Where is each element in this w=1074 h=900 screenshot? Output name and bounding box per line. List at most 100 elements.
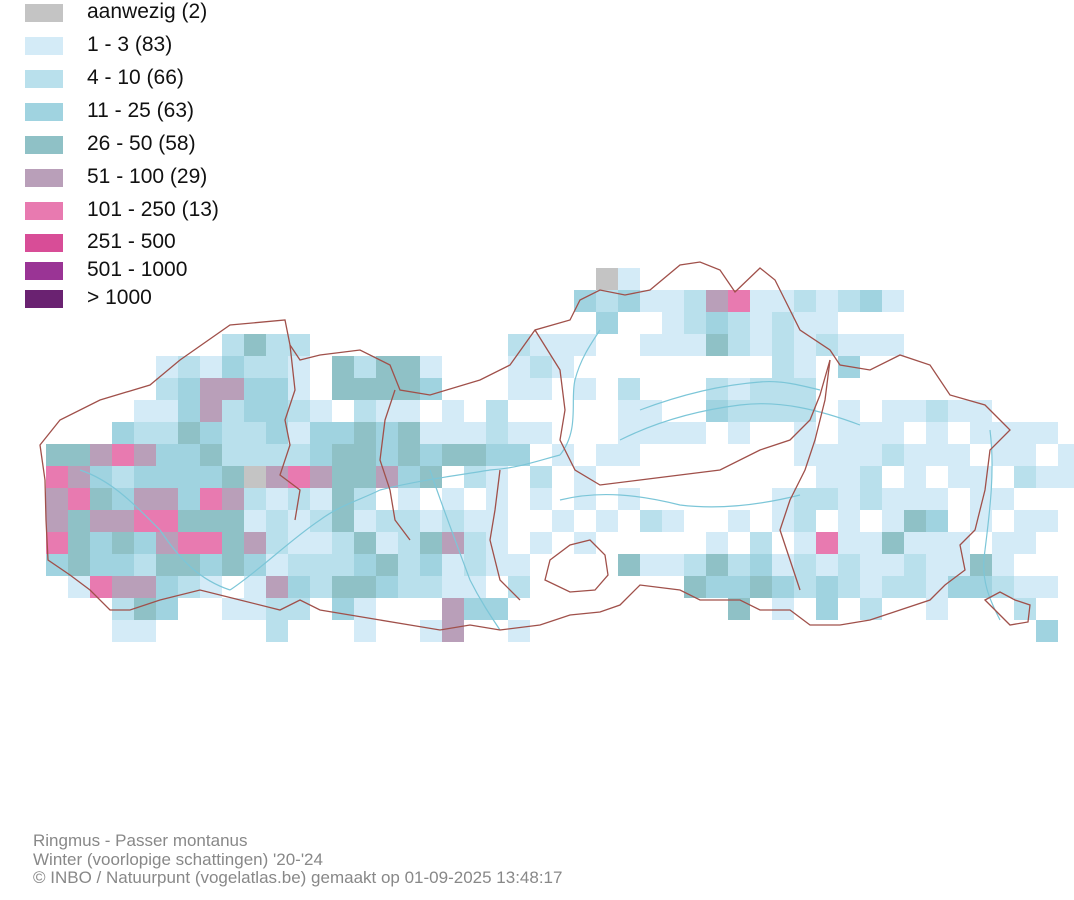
grid-cell	[134, 554, 156, 576]
grid-cell	[970, 466, 992, 488]
grid-cell	[860, 576, 882, 598]
grid-cell	[332, 532, 354, 554]
grid-cell	[486, 444, 508, 466]
grid-cell	[816, 488, 838, 510]
grid-cell	[332, 444, 354, 466]
grid-cell	[442, 488, 464, 510]
grid-cell	[398, 488, 420, 510]
grid-cell	[376, 400, 398, 422]
grid-cell	[508, 554, 530, 576]
grid-cell	[354, 356, 376, 378]
grid-cell	[46, 444, 68, 466]
grid-cell	[156, 576, 178, 598]
grid-cell	[244, 598, 266, 620]
grid-cell	[244, 554, 266, 576]
grid-cell	[178, 576, 200, 598]
grid-cell	[640, 334, 662, 356]
grid-cell	[772, 334, 794, 356]
grid-cell	[882, 334, 904, 356]
grid-cell	[948, 576, 970, 598]
legend-label: 26 - 50 (58)	[87, 132, 196, 155]
grid-cell	[266, 576, 288, 598]
grid-cell	[332, 598, 354, 620]
grid-cell	[882, 444, 904, 466]
grid-cell	[816, 598, 838, 620]
province-border-5	[779, 359, 831, 591]
grid-cell	[266, 444, 288, 466]
grid-cell	[904, 532, 926, 554]
grid-cell	[398, 422, 420, 444]
grid-cell	[970, 576, 992, 598]
grid-cell	[332, 510, 354, 532]
grid-cell	[794, 400, 816, 422]
grid-cell	[486, 554, 508, 576]
grid-cell	[200, 488, 222, 510]
grid-cell	[728, 312, 750, 334]
grid-cell	[266, 532, 288, 554]
river-dijle	[559, 493, 801, 508]
grid-cell	[90, 488, 112, 510]
grid-cell	[112, 576, 134, 598]
grid-cell	[244, 532, 266, 554]
grid-cell	[750, 378, 772, 400]
grid-cell	[398, 532, 420, 554]
grid-cell	[728, 400, 750, 422]
grid-cell	[970, 554, 992, 576]
grid-cell	[904, 444, 926, 466]
grid-cell	[288, 400, 310, 422]
grid-cell	[486, 598, 508, 620]
river-ijzer	[79, 469, 231, 591]
grid-cell	[948, 532, 970, 554]
grid-cell	[1014, 532, 1036, 554]
grid-cell	[266, 400, 288, 422]
borders	[39, 261, 1031, 631]
grid-cell	[244, 422, 266, 444]
grid-cell	[156, 378, 178, 400]
grid-cell	[772, 290, 794, 312]
grid-cell	[706, 334, 728, 356]
grid-cell	[530, 488, 552, 510]
grid-cell	[486, 466, 508, 488]
grid-cell	[552, 334, 574, 356]
grid-cell	[442, 554, 464, 576]
grid-cell	[156, 554, 178, 576]
grid-cell	[794, 488, 816, 510]
grid-cell	[200, 554, 222, 576]
grid-cell	[882, 576, 904, 598]
grid-cell	[420, 466, 442, 488]
grid-cell	[508, 378, 530, 400]
grid-cell	[926, 554, 948, 576]
grid-cell	[244, 378, 266, 400]
grid-cell	[376, 466, 398, 488]
grid-cell	[596, 312, 618, 334]
grid-cell	[442, 444, 464, 466]
grid-cell	[354, 510, 376, 532]
grid-cell	[112, 422, 134, 444]
grid-cell	[728, 554, 750, 576]
grid-cell	[948, 554, 970, 576]
grid-cell	[992, 488, 1014, 510]
grid-cell	[772, 598, 794, 620]
grid-cell	[662, 334, 684, 356]
grid-cell	[68, 554, 90, 576]
grid-cell	[1036, 422, 1058, 444]
grid-cell	[640, 510, 662, 532]
grid-cell	[904, 466, 926, 488]
grid-cell	[992, 422, 1014, 444]
grid-cell	[794, 290, 816, 312]
grid-cell	[200, 466, 222, 488]
grid-cell	[750, 576, 772, 598]
grid-cell	[926, 532, 948, 554]
grid-cell	[222, 510, 244, 532]
grid-cell	[178, 356, 200, 378]
grid-cell	[222, 334, 244, 356]
grid-cell	[134, 466, 156, 488]
grid-cell	[552, 356, 574, 378]
grid-cell	[442, 576, 464, 598]
grid-cell	[860, 422, 882, 444]
legend-item-26-50: 26 - 50 (58)	[25, 132, 325, 156]
province-border-4	[489, 469, 521, 601]
grid-cell	[178, 532, 200, 554]
flanders-border	[39, 261, 1011, 631]
